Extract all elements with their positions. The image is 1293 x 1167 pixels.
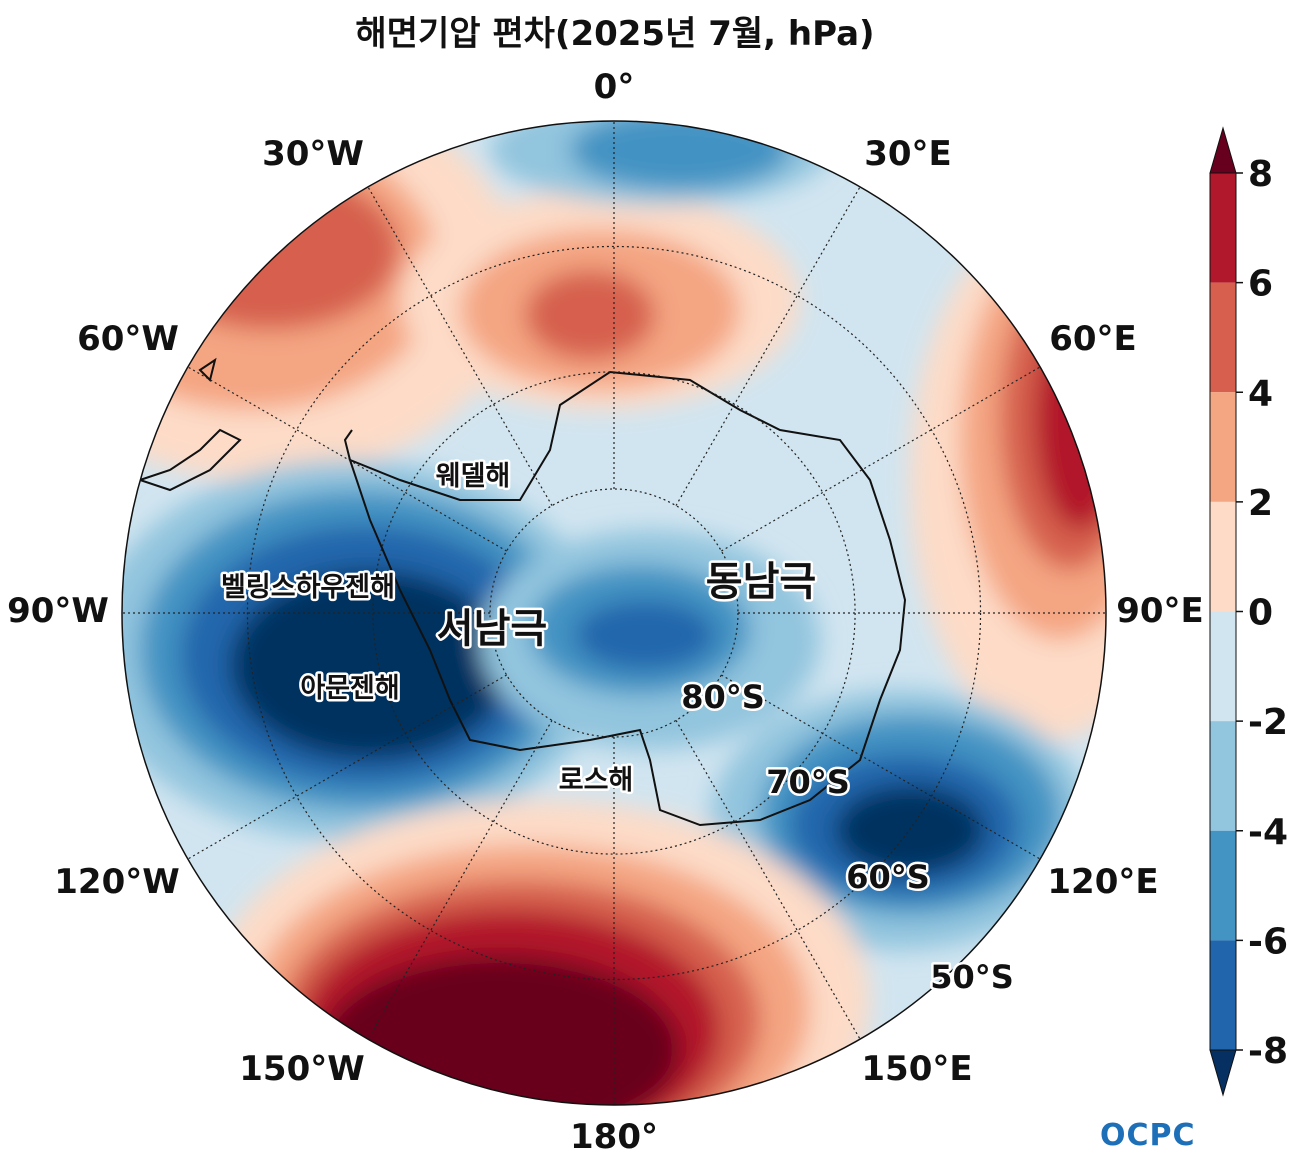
colorbar-segments: [1209, 126, 1237, 1097]
meridian-11: [367, 186, 553, 506]
meridian-7: [367, 720, 553, 1040]
colorbar-tick-label: -4: [1248, 812, 1288, 853]
pos-anomaly-n-inner: [525, 270, 655, 360]
lon-label-120w: 120°W: [54, 862, 179, 902]
colorbar-tick-label: 2: [1248, 483, 1273, 524]
colorbar-segment: [1210, 282, 1236, 393]
lon-label-60e: 60°E: [1049, 319, 1137, 359]
lon-label-150e: 150°E: [861, 1049, 972, 1089]
region-labels: 웨델해 벨링스하우젠해 아문젠해 로스해 서남극 동남극: [219, 459, 819, 799]
lon-label-90e: 90°E: [1116, 591, 1204, 631]
longitude-labels: 0° 30°E 60°E 90°E 120°E 150°E 180° 150°W…: [7, 67, 1204, 1157]
meridian-2: [721, 366, 1041, 552]
neg-anomaly-w-core: [230, 570, 510, 760]
lon-label-0: 0°: [594, 67, 635, 107]
lon-label-150w: 150°W: [239, 1049, 364, 1089]
colorbar-tick-label: -6: [1248, 921, 1288, 962]
label-weddell-sea: 웨델해: [436, 461, 511, 492]
lon-label-120e: 120°E: [1047, 862, 1158, 902]
colorbar-segment: [1210, 173, 1236, 283]
label-ross-sea: 로스해: [559, 765, 634, 796]
label-bellingshausen-sea: 벨링스하우젠해: [221, 572, 395, 603]
colorbar-segment: [1210, 501, 1236, 612]
colorbar-tick-label: 0: [1248, 593, 1273, 634]
neg-anomaly-c-inner: [575, 600, 715, 670]
lon-label-60w: 60°W: [77, 319, 179, 359]
south-america-coastline: [136, 428, 242, 492]
lon-label-30e: 30°E: [864, 134, 952, 174]
colorbar-tick-label: 6: [1248, 264, 1273, 305]
latitude-circle-2: [246, 245, 982, 981]
label-west-antarctica: 서남극: [437, 606, 547, 652]
label-amundsen-sea: 아문젠해: [300, 673, 399, 704]
colorbar-tick-label: 4: [1248, 373, 1273, 414]
lat-label-50s: 50°S: [930, 958, 1014, 996]
colorbar-segment: [1210, 830, 1236, 941]
meridian-1: [675, 186, 861, 506]
colorbar-segment: [1210, 940, 1236, 1050]
map-boundary: [121, 120, 1107, 1106]
meridian-5: [675, 720, 861, 1040]
colorbar-tick-label: -8: [1248, 1031, 1288, 1072]
colorbar-segment: [1210, 392, 1236, 502]
island-coastline: [198, 357, 217, 382]
colorbar-extend-bottom: [1209, 1049, 1237, 1097]
label-east-antarctica: 동남극: [706, 559, 816, 605]
lon-label-90w: 90°W: [7, 591, 109, 631]
map-title: 해면기압 편차(2025년 7월, hPa): [355, 14, 875, 54]
peninsula-coastline: [343, 429, 353, 461]
colorbar-segment: [1210, 611, 1236, 722]
meridian-8: [187, 674, 507, 860]
colorbar-tick-label: -2: [1248, 702, 1288, 743]
ocpc-logo: OCPC: [1100, 1118, 1196, 1153]
latitude-circle-1: [372, 371, 856, 855]
lon-label-30w: 30°W: [262, 134, 364, 174]
colorbar-extend-top: [1209, 126, 1237, 174]
colorbar-segment: [1210, 721, 1236, 831]
meridian-4: [721, 674, 1041, 860]
graticule: [122, 121, 1106, 1105]
lon-label-180: 180°: [570, 1117, 658, 1157]
meridian-10: [187, 366, 507, 552]
colorbar-ticks: 8 6 4 2 0 -2 -4 -6 -8: [1236, 154, 1288, 1072]
lat-label-70s: 70°S: [766, 763, 850, 801]
lat-label-60s: 60°S: [846, 858, 930, 896]
lat-label-80s: 80°S: [681, 678, 765, 716]
colorbar-tick-label: 8: [1248, 154, 1273, 195]
latitude-labels: 80°S 70°S 60°S 50°S: [679, 676, 1017, 999]
